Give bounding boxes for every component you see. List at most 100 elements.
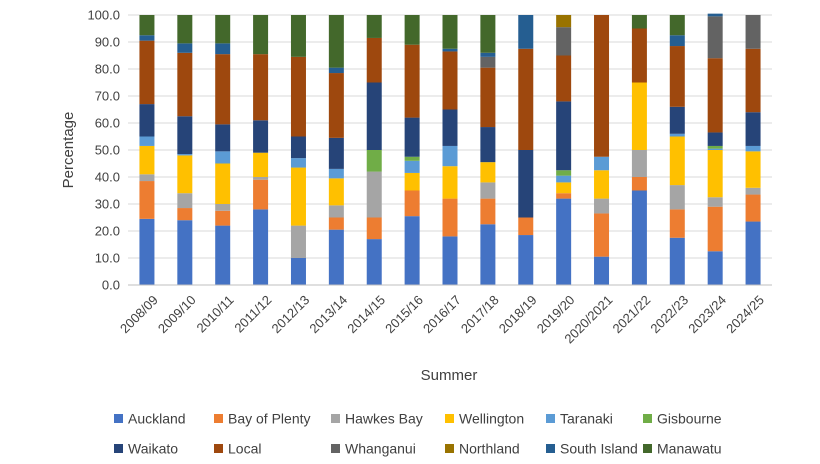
bar-segment-waikato — [518, 150, 534, 218]
bar-segment-manawatu — [215, 15, 231, 44]
bar-segment-local — [290, 56, 306, 137]
bar-segment-hawkes-bay — [631, 150, 647, 177]
bar-segment-hawkes-bay — [480, 182, 496, 199]
bar-segment-hawkes-bay — [707, 197, 723, 207]
bar-segment-manawatu — [442, 15, 458, 49]
bar-segment-hawkes-bay — [253, 177, 269, 180]
bar-segment-auckland — [290, 258, 306, 285]
bar-segment-whanganui — [480, 56, 496, 68]
legend-swatch — [214, 444, 223, 453]
bar-segment-taranaki — [556, 175, 572, 183]
x-tick-label: 2009/10 — [155, 292, 199, 336]
bar-segment-wellington — [442, 166, 458, 199]
bar-segment-bay-of-plenty — [480, 198, 496, 225]
legend-swatch — [331, 444, 340, 453]
bar-segment-waikato — [480, 127, 496, 163]
bar-segment-local — [139, 40, 155, 105]
bar-segment-whanganui — [745, 15, 761, 49]
bar-segment-local — [442, 51, 458, 110]
bar-segment-waikato — [215, 124, 231, 152]
bar-segment-auckland — [707, 251, 723, 285]
bar-segment-taranaki — [442, 145, 458, 167]
bar-segment-wellington — [669, 136, 685, 186]
bar-segment-auckland — [480, 224, 496, 285]
x-tick-label: 2022/23 — [647, 292, 691, 336]
legend-label: South Island — [560, 441, 638, 457]
x-tick-label: 2023/24 — [685, 292, 729, 336]
bar-segment-hawkes-bay — [366, 171, 382, 218]
x-axis-ticks: 2008/092009/102010/112011/122012/132013/… — [117, 292, 767, 346]
bar-segment-waikato — [366, 82, 382, 150]
x-tick-label: 2015/16 — [382, 292, 426, 336]
bar-segment-auckland — [366, 239, 382, 285]
bar-segment-wellington — [594, 170, 610, 199]
legend-swatch — [445, 444, 454, 453]
legend-swatch — [643, 444, 652, 453]
legend-swatch — [331, 414, 340, 423]
bar-segment-south-island — [518, 15, 534, 49]
bar-segment-northland — [556, 15, 572, 28]
bar-segment-manawatu — [404, 15, 420, 45]
bar-segment-bay-of-plenty — [556, 193, 572, 199]
bar-segment-wellington — [215, 163, 231, 204]
bar-segment-local — [480, 67, 496, 128]
bar-segment-waikato — [745, 112, 761, 146]
bar-segment-taranaki — [139, 136, 155, 146]
legend-swatch — [445, 414, 454, 423]
bar-segment-manawatu — [139, 15, 155, 36]
bar-segment-bay-of-plenty — [745, 194, 761, 222]
y-tick-label: 30.0 — [95, 197, 120, 212]
bar-segment-auckland — [518, 235, 534, 285]
bar-segment-waikato — [442, 109, 458, 146]
y-tick-label: 0.0 — [102, 278, 120, 293]
bar-segment-bay-of-plenty — [328, 217, 344, 230]
bar-segment-waikato — [139, 104, 155, 137]
bar-segment-wellington — [290, 167, 306, 226]
bar-segment-manawatu — [290, 15, 306, 57]
legend-label: Auckland — [128, 411, 186, 427]
bar-segment-bay-of-plenty — [404, 190, 420, 217]
bar-segment-hawkes-bay — [669, 185, 685, 210]
x-tick-label: 2021/22 — [609, 292, 653, 336]
legend-label: Whanganui — [345, 441, 416, 457]
bar-segment-taranaki — [669, 133, 685, 137]
bar-segment-gisbourne — [404, 156, 420, 161]
legend-label: Local — [228, 441, 261, 457]
bar-segment-gisbourne — [707, 145, 723, 149]
bar-segment-hawkes-bay — [745, 187, 761, 195]
bar-segment-auckland — [177, 220, 193, 285]
bar-segment-south-island — [215, 43, 231, 55]
bar-segment-manawatu — [177, 15, 193, 44]
legend-label: Northland — [459, 441, 520, 457]
bar-segment-auckland — [253, 209, 269, 285]
bar-segment-taranaki — [707, 148, 723, 150]
bar-segment-manawatu — [366, 15, 382, 38]
bar-segment-waikato — [404, 117, 420, 157]
bar-segment-waikato — [253, 120, 269, 153]
bar-segment-local — [328, 73, 344, 138]
x-tick-label: 2012/13 — [269, 292, 313, 336]
legend-label: Hawkes Bay — [345, 411, 423, 427]
x-tick-label: 2011/12 — [231, 292, 274, 335]
bar-segment-manawatu — [328, 15, 344, 68]
bar-segment-hawkes-bay — [177, 193, 193, 209]
bar-segment-south-island — [669, 35, 685, 47]
bar-segment-bay-of-plenty — [442, 198, 458, 237]
bar-segment-bay-of-plenty — [631, 177, 647, 191]
bar-segment-auckland — [442, 236, 458, 285]
bar-segment-wellington — [328, 178, 344, 206]
bar-segment-wellington — [177, 155, 193, 194]
bar-segment-bay-of-plenty — [139, 181, 155, 219]
bar-segment-wellington — [253, 152, 269, 177]
bar-segment-auckland — [139, 218, 155, 285]
legend-swatch — [114, 444, 123, 453]
bar-segment-wellington — [480, 162, 496, 183]
bar-segment-auckland — [215, 225, 231, 285]
x-axis-title: Summer — [421, 367, 478, 384]
bar-segment-bay-of-plenty — [669, 209, 685, 238]
bar-segment-wellington — [556, 182, 572, 194]
y-axis-ticks: 0.0 10.0 20.0 30.0 40.0 50.0 60.0 70.0 80.0 90.0 1… — [87, 8, 120, 293]
bar-segment-waikato — [328, 137, 344, 169]
bar-segment-local — [556, 55, 572, 102]
